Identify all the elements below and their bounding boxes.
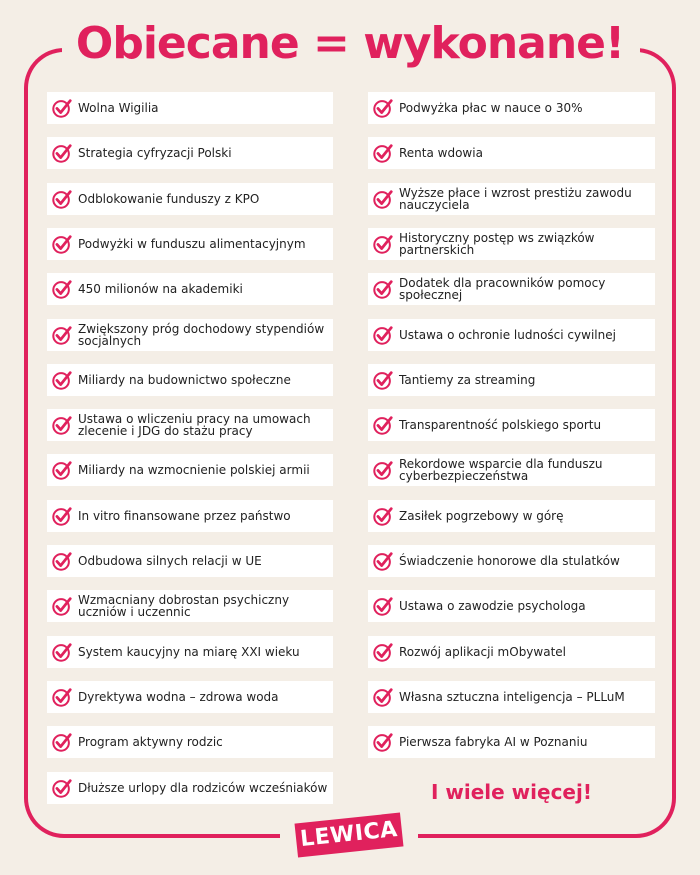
more-text: I wiele więcej! [431, 780, 592, 804]
check-circle-icon [52, 733, 72, 752]
check-circle-icon [373, 506, 393, 526]
list-item-label: Podwyżka płac w nauce o 30% [399, 101, 583, 115]
list-item: Odbudowa silnych relacji w UE [47, 545, 333, 577]
check-circle-icon [373, 325, 393, 345]
list-item: Rekordowe wsparcie dla funduszu cyberbez… [368, 454, 655, 487]
list-item-label: Program aktywny rodzic [78, 735, 223, 750]
check-circle-icon [52, 371, 72, 390]
check-circle-icon [373, 416, 393, 435]
list-item: Wyższe płace i wzrost prestiżu zawodu na… [368, 182, 655, 215]
list-item-label: Świadczenie honorowe dla stulatków [399, 554, 620, 568]
list-item-label: 450 milionów na akademiki [78, 282, 243, 297]
check-circle-icon [373, 371, 393, 390]
list-item: Dyrektywa wodna – zdrowa woda [47, 680, 333, 713]
list-item: Zasiłek pogrzebowy w górę [368, 499, 655, 532]
list-item-label: Miliardy na wzmocnienie polskiej armii [78, 463, 310, 478]
list-item: Świadczenie honorowe dla stulatków [368, 545, 655, 577]
check-circle-icon [52, 552, 72, 571]
list-item: Miliardy na wzmocnienie polskiej armii [47, 454, 333, 487]
check-circle-icon [52, 778, 72, 798]
check-circle-icon [373, 235, 393, 254]
check-circle-icon [52, 189, 72, 209]
list-item-label: Transparentność polskiego sportu [399, 418, 602, 433]
list-item-label: Dodatek dla pracowników pomocy społeczne… [399, 276, 606, 303]
list-item-label: Wyższe płace i wzrost prestiżu zawodu na… [399, 185, 632, 212]
list-item-label: Ustawa o ochronie ludności cywilnej [399, 327, 616, 342]
list-item: Pierwsza fabryka AI w Poznaniu [368, 726, 655, 759]
check-circle-icon [52, 325, 72, 345]
list-item-label: Strategia cyfryzacji Polski [78, 146, 232, 161]
list-item: Program aktywny rodzic [47, 726, 333, 759]
list-item-label: Miliardy na budownictwo społeczne [78, 372, 291, 387]
list-item-label: Historyczny postęp ws związków partnersk… [399, 230, 595, 257]
check-circle-icon [52, 642, 72, 662]
list-item: System kaucyjny na miarę XXI wieku [47, 635, 333, 668]
list-item: Podwyżki w funduszu alimentacyjnym [47, 227, 333, 260]
page-title: Obiecane = wykonane! [75, 18, 625, 69]
list-item-label: Ustawa o zawodzie psychologa [399, 599, 586, 614]
check-circle-icon [373, 597, 393, 617]
check-circle-icon [373, 99, 393, 118]
list-item: In vitro finansowane przez państwo [47, 499, 333, 532]
check-circle-icon [373, 642, 393, 662]
list-item-label: Rozwój aplikacji mObywatel [399, 644, 566, 659]
list-item: Wzmacniany dobrostan psychiczny uczniów … [47, 590, 333, 623]
check-circle-icon [52, 461, 72, 481]
list-item: Własna sztuczna inteligencja – PLLuM [368, 680, 655, 713]
frame-mask [62, 40, 640, 60]
list-item: Strategia cyfryzacji Polski [47, 137, 333, 170]
list-item: Tantiemy za streaming [368, 363, 655, 396]
list-item-label: Dyrektywa wodna – zdrowa woda [78, 689, 279, 704]
list-item: Miliardy na budownictwo społeczne [47, 363, 333, 396]
check-circle-icon [373, 552, 393, 571]
list-item-label: Rekordowe wsparcie dla funduszu cyberbez… [399, 457, 603, 484]
list-item: Ustawa o zawodzie psychologa [368, 590, 655, 623]
list-item-label: System kaucyjny na miarę XXI wieku [78, 644, 300, 659]
check-circle-icon [52, 235, 72, 254]
list-item-label: Zasiłek pogrzebowy w górę [399, 508, 564, 523]
list-item-label: Podwyżki w funduszu alimentacyjnym [78, 236, 306, 251]
list-item-label: Tantiemy za streaming [399, 372, 536, 387]
list-item-label: Wzmacniany dobrostan psychiczny uczniów … [78, 593, 290, 620]
check-circle-icon [373, 688, 393, 707]
check-circle-icon [52, 416, 72, 435]
list-item: Ustawa o wliczeniu pracy na umowach zlec… [47, 409, 333, 442]
list-item: Renta wdowia [368, 137, 655, 170]
list-item-label: Dłuższe urlopy dla rodziców wcześniaków [78, 780, 328, 795]
check-circle-icon [373, 733, 393, 752]
list-item-label: Odbudowa silnych relacji w UE [78, 554, 262, 568]
list-item: Historyczny postęp ws związków partnersk… [368, 227, 655, 260]
check-circle-icon [52, 597, 72, 617]
list-item-label: In vitro finansowane przez państwo [78, 508, 291, 523]
list-item: Odblokowanie funduszy z KPO [47, 182, 333, 215]
check-circle-icon [52, 280, 72, 299]
list-item: Wolna Wigilia [47, 92, 333, 124]
list-item: Dodatek dla pracowników pomocy społeczne… [368, 273, 655, 306]
check-circle-icon [52, 99, 72, 118]
list-item-label: Wolna Wigilia [78, 101, 159, 115]
check-circle-icon [52, 506, 72, 526]
list-item-label: Odblokowanie funduszy z KPO [78, 191, 260, 206]
list-item-label: Własna sztuczna inteligencja – PLLuM [399, 689, 625, 704]
check-circle-icon [52, 144, 72, 164]
list-item-label: Renta wdowia [399, 146, 483, 161]
check-circle-icon [373, 461, 393, 481]
check-circle-icon [373, 189, 393, 209]
list-item-label: Ustawa o wliczeniu pracy na umowach zlec… [78, 412, 311, 439]
list-item: Podwyżka płac w nauce o 30% [368, 92, 655, 124]
list-item: Transparentność polskiego sportu [368, 409, 655, 442]
list-item: Ustawa o ochronie ludności cywilnej [368, 318, 655, 351]
check-circle-icon [373, 144, 393, 164]
list-item-label: Zwiększony próg dochodowy stypendiów soc… [78, 321, 325, 348]
check-circle-icon [52, 688, 72, 707]
check-circle-icon [373, 280, 393, 299]
list-item: Dłuższe urlopy dla rodziców wcześniaków [47, 771, 333, 804]
list-item: 450 milionów na akademiki [47, 273, 333, 306]
list-item: Rozwój aplikacji mObywatel [368, 635, 655, 668]
list-item-label: Pierwsza fabryka AI w Poznaniu [399, 735, 588, 750]
list-item: Zwiększony próg dochodowy stypendiów soc… [47, 318, 333, 351]
